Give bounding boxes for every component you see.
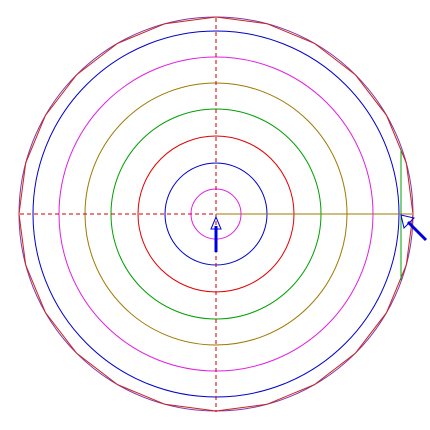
outer-polygon: [18, 16, 414, 412]
arrow: [400, 214, 428, 242]
arrow: [210, 215, 222, 252]
